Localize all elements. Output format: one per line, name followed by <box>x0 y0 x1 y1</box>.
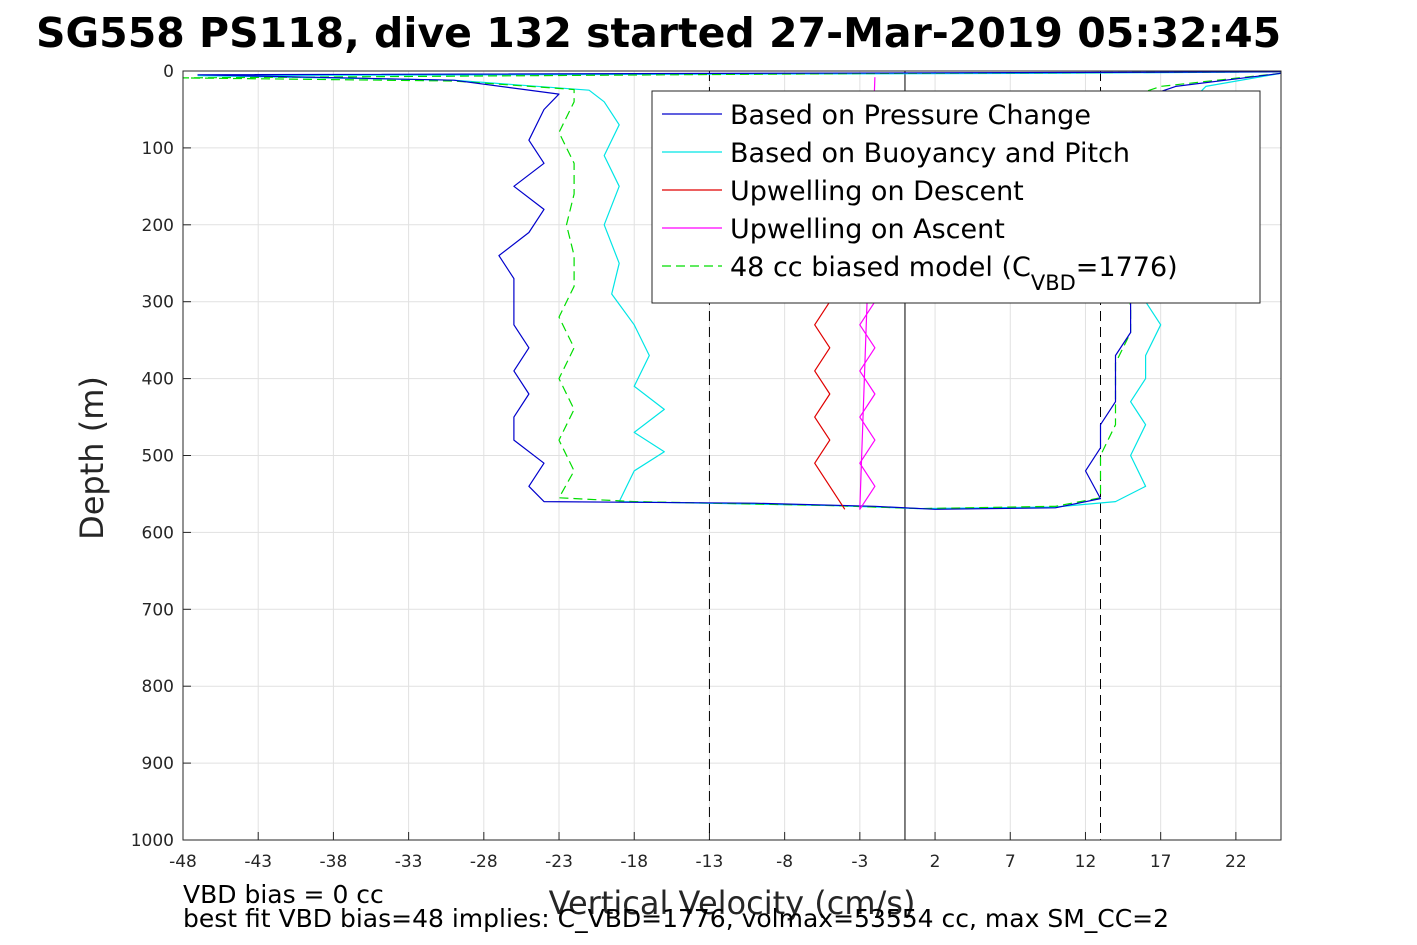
tick-label-y: 100 <box>142 139 174 159</box>
tick-label-x: 7 <box>1005 852 1016 872</box>
plot-frame <box>182 70 1282 841</box>
tick-label-y: 600 <box>142 523 174 543</box>
legend-label: 48 cc biased model (C <box>730 252 1031 283</box>
tick-label-x: -23 <box>545 852 573 872</box>
series-line-4 <box>859 77 876 510</box>
tick-label-x: 17 <box>1150 852 1172 872</box>
tick-label-x: 12 <box>1075 852 1097 872</box>
series-line-1 <box>182 71 1282 510</box>
tick-label-x: -33 <box>395 852 423 872</box>
legend-box <box>651 90 1261 304</box>
tick-label-y: 300 <box>142 293 174 313</box>
legend-entry: 48 cc biased model (CVBD=1776) <box>730 252 1178 295</box>
legend-subscript: VBD <box>1031 271 1076 295</box>
annotation-vbd-bias: VBD bias = 0 cc <box>183 880 384 909</box>
y-axis-label: Depth (m) <box>73 376 111 540</box>
legend-label: Upwelling on Ascent <box>730 214 1005 245</box>
axis-ticks: -48 -43 -38 -33 -28 -23 -18 -13 -8 -3 2 7 12 17 22 0 100… <box>131 62 1247 872</box>
legend-label: Upwelling on Descent <box>730 176 1024 207</box>
tick-label-y: 500 <box>142 447 174 467</box>
chart-title: SG558 PS118, dive 132 started 27-Mar-201… <box>36 9 1281 57</box>
tick-label-x: -38 <box>320 852 348 872</box>
tick-label-y: 900 <box>142 754 174 774</box>
legend-entry: Upwelling on Descent <box>730 176 1024 207</box>
tick-label-x: -28 <box>470 852 498 872</box>
x-axis-label: Vertical Velocity (cm/s) <box>549 884 916 922</box>
tick-label-y: 700 <box>142 600 174 620</box>
tick-label-x: -18 <box>620 852 648 872</box>
legend-suffix: =1776) <box>1076 252 1178 283</box>
series-line-0 <box>197 71 1282 510</box>
tick-label-x: -8 <box>776 852 793 872</box>
tick-label-y: 800 <box>142 677 174 697</box>
tick-label-y: 200 <box>142 216 174 236</box>
tick-label-y: 400 <box>142 370 174 390</box>
legend-entry: Based on Buoyancy and Pitch <box>730 138 1130 169</box>
tick-label-x: -13 <box>696 852 724 872</box>
tick-label-x: 22 <box>1225 852 1247 872</box>
series-line-3 <box>814 301 846 510</box>
tick-label-x: -48 <box>169 852 197 872</box>
series-line-2 <box>197 71 1282 510</box>
tick-label-x: 2 <box>930 852 941 872</box>
legend-entry: Upwelling on Ascent <box>730 214 1005 245</box>
tick-label-x: -43 <box>244 852 272 872</box>
tick-label-y: 0 <box>163 62 174 82</box>
legend-entry: Based on Pressure Change <box>730 100 1091 131</box>
tick-label-y: 1000 <box>131 831 174 851</box>
tick-label-x: -3 <box>851 852 868 872</box>
legend-label: Based on Pressure Change <box>730 100 1091 131</box>
legend-label: Based on Buoyancy and Pitch <box>730 138 1130 169</box>
annotation-best-fit: best fit VBD bias=48 implies: C_VBD=1776… <box>183 904 1169 933</box>
data-series <box>182 71 1282 510</box>
legend: Based on Pressure Change Based on Buoyanc… <box>651 90 1261 304</box>
